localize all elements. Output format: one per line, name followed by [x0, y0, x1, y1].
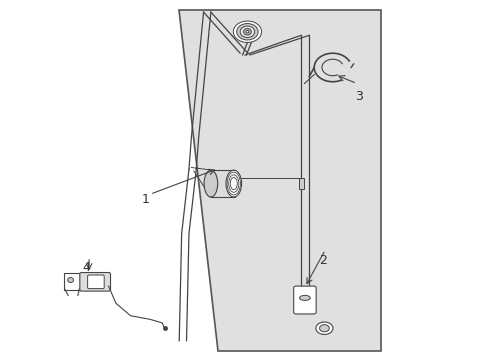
Ellipse shape: [299, 296, 310, 300]
Ellipse shape: [244, 28, 251, 35]
FancyBboxPatch shape: [88, 275, 104, 289]
Text: 1: 1: [141, 193, 149, 206]
Text: 4: 4: [83, 261, 91, 274]
Ellipse shape: [237, 23, 258, 40]
Ellipse shape: [319, 325, 329, 332]
Text: 3: 3: [356, 90, 364, 103]
Ellipse shape: [240, 26, 255, 37]
Ellipse shape: [246, 31, 249, 33]
Ellipse shape: [316, 322, 333, 334]
FancyBboxPatch shape: [298, 178, 304, 189]
Ellipse shape: [233, 21, 262, 42]
FancyBboxPatch shape: [64, 273, 80, 290]
FancyBboxPatch shape: [80, 273, 111, 291]
FancyBboxPatch shape: [211, 170, 235, 197]
Polygon shape: [179, 10, 381, 351]
Ellipse shape: [204, 170, 218, 197]
Ellipse shape: [68, 278, 74, 283]
FancyBboxPatch shape: [294, 286, 316, 314]
Text: 2: 2: [319, 254, 327, 267]
Ellipse shape: [226, 170, 242, 197]
